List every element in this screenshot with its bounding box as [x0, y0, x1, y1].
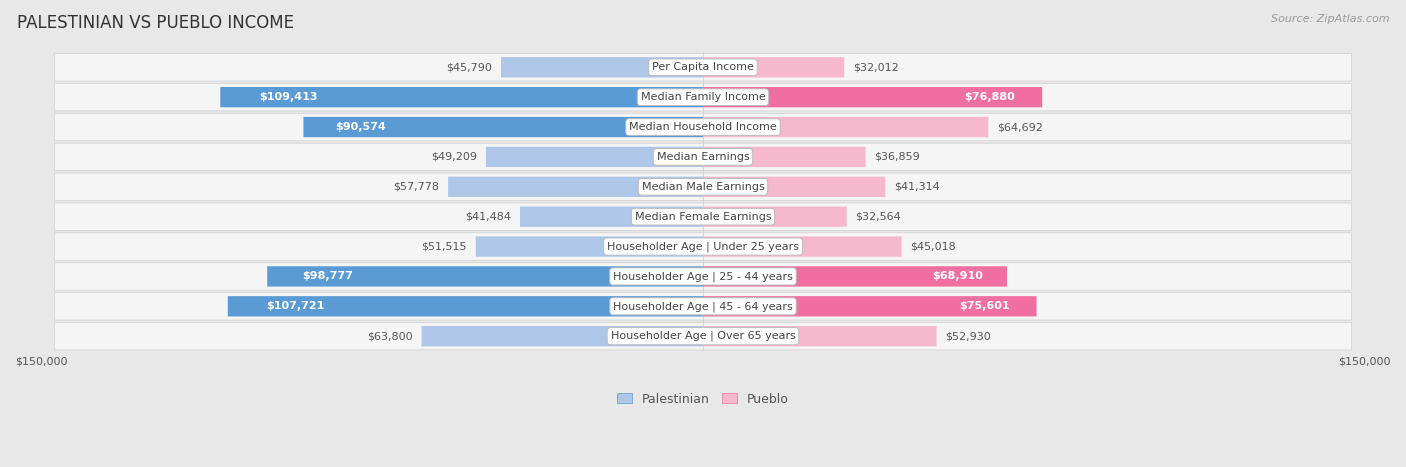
FancyBboxPatch shape — [55, 203, 1351, 230]
Text: $98,777: $98,777 — [302, 271, 353, 282]
Text: Median Male Earnings: Median Male Earnings — [641, 182, 765, 192]
Text: $32,564: $32,564 — [855, 212, 901, 222]
Text: $63,800: $63,800 — [367, 331, 413, 341]
FancyBboxPatch shape — [422, 326, 703, 347]
FancyBboxPatch shape — [304, 117, 703, 137]
FancyBboxPatch shape — [520, 206, 703, 227]
FancyBboxPatch shape — [703, 147, 866, 167]
Text: $45,018: $45,018 — [911, 241, 956, 252]
FancyBboxPatch shape — [703, 206, 846, 227]
FancyBboxPatch shape — [55, 262, 1351, 290]
Text: Householder Age | 25 - 44 years: Householder Age | 25 - 44 years — [613, 271, 793, 282]
FancyBboxPatch shape — [449, 177, 703, 197]
Text: $57,778: $57,778 — [394, 182, 439, 192]
Text: Median Female Earnings: Median Female Earnings — [634, 212, 772, 222]
Text: $41,484: $41,484 — [465, 212, 512, 222]
Text: Householder Age | Under 25 years: Householder Age | Under 25 years — [607, 241, 799, 252]
FancyBboxPatch shape — [55, 233, 1351, 260]
Text: $41,314: $41,314 — [894, 182, 939, 192]
FancyBboxPatch shape — [703, 117, 988, 137]
FancyBboxPatch shape — [475, 236, 703, 257]
FancyBboxPatch shape — [55, 113, 1351, 141]
FancyBboxPatch shape — [228, 296, 703, 317]
Text: $49,209: $49,209 — [432, 152, 477, 162]
FancyBboxPatch shape — [703, 326, 936, 347]
FancyBboxPatch shape — [501, 57, 703, 78]
FancyBboxPatch shape — [55, 173, 1351, 200]
Text: Householder Age | Over 65 years: Householder Age | Over 65 years — [610, 331, 796, 341]
FancyBboxPatch shape — [703, 266, 1007, 287]
FancyBboxPatch shape — [703, 87, 1042, 107]
FancyBboxPatch shape — [486, 147, 703, 167]
FancyBboxPatch shape — [267, 266, 703, 287]
Text: $45,790: $45,790 — [446, 62, 492, 72]
FancyBboxPatch shape — [55, 143, 1351, 170]
Text: $75,601: $75,601 — [959, 301, 1010, 311]
Legend: Palestinian, Pueblo: Palestinian, Pueblo — [612, 388, 794, 410]
Text: $64,692: $64,692 — [997, 122, 1043, 132]
FancyBboxPatch shape — [221, 87, 703, 107]
Text: Per Capita Income: Per Capita Income — [652, 62, 754, 72]
FancyBboxPatch shape — [55, 84, 1351, 111]
Text: $36,859: $36,859 — [875, 152, 920, 162]
Text: $107,721: $107,721 — [266, 301, 325, 311]
FancyBboxPatch shape — [55, 54, 1351, 81]
Text: Householder Age | 45 - 64 years: Householder Age | 45 - 64 years — [613, 301, 793, 311]
Text: $51,515: $51,515 — [422, 241, 467, 252]
Text: Source: ZipAtlas.com: Source: ZipAtlas.com — [1271, 14, 1389, 24]
Text: Median Earnings: Median Earnings — [657, 152, 749, 162]
Text: Median Family Income: Median Family Income — [641, 92, 765, 102]
Text: $52,930: $52,930 — [945, 331, 991, 341]
Text: $68,910: $68,910 — [932, 271, 983, 282]
FancyBboxPatch shape — [55, 292, 1351, 320]
FancyBboxPatch shape — [703, 296, 1036, 317]
FancyBboxPatch shape — [55, 322, 1351, 350]
Text: $76,880: $76,880 — [965, 92, 1015, 102]
Text: PALESTINIAN VS PUEBLO INCOME: PALESTINIAN VS PUEBLO INCOME — [17, 14, 294, 32]
Text: $109,413: $109,413 — [259, 92, 318, 102]
FancyBboxPatch shape — [703, 177, 886, 197]
FancyBboxPatch shape — [703, 57, 844, 78]
FancyBboxPatch shape — [703, 236, 901, 257]
Text: $32,012: $32,012 — [853, 62, 898, 72]
Text: $90,574: $90,574 — [336, 122, 387, 132]
Text: Median Household Income: Median Household Income — [628, 122, 778, 132]
